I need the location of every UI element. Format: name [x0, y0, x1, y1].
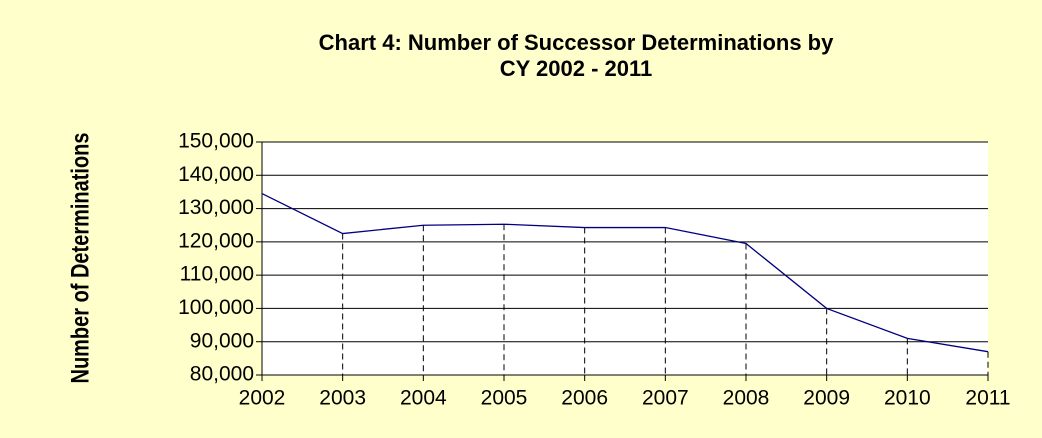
y-axis-label: Number of Determinations [67, 133, 95, 384]
y-tick-label: 130,000 [178, 196, 254, 219]
x-tick-label: 2011 [965, 387, 1010, 410]
chart-title: Chart 4: Number of Successor Determinati… [319, 30, 834, 55]
y-tick-label: 120,000 [178, 229, 254, 252]
data-line [261, 193, 989, 353]
y-tick-label: 100,000 [178, 296, 254, 319]
x-tick-label: 2007 [642, 387, 689, 410]
x-tick-label: 2003 [319, 387, 366, 410]
y-tick-label: 150,000 [178, 130, 254, 153]
y-tick-label: 90,000 [190, 329, 254, 352]
chart-title: CY 2002 - 2011 [500, 56, 653, 81]
x-tick-label: 2006 [561, 387, 608, 410]
y-tick-label: 110,000 [180, 263, 254, 286]
x-tick-label: 2005 [481, 387, 528, 410]
x-tick-label: 2010 [884, 387, 931, 410]
x-tick-label: 2008 [723, 387, 770, 410]
y-tick-label: 140,000 [178, 163, 254, 186]
plot-area [262, 142, 988, 375]
y-tick-label: 80,000 [190, 363, 254, 386]
x-tick-label: 2004 [400, 387, 447, 410]
x-tick-label: 2009 [803, 387, 850, 410]
x-tick-label: 2002 [239, 387, 286, 410]
